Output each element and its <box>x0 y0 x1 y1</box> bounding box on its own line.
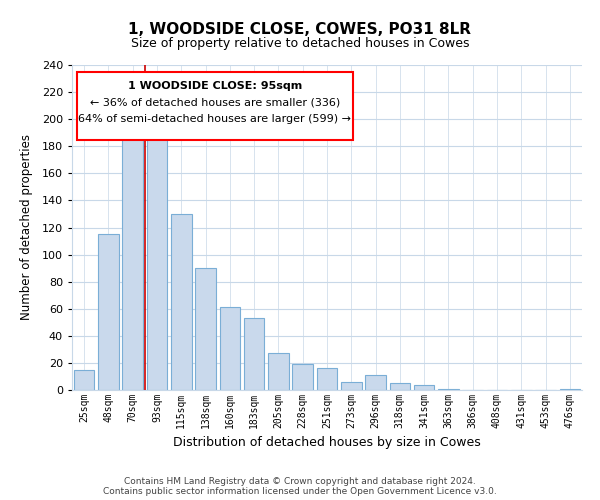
Bar <box>146 132 167 390</box>
Bar <box>171 214 191 390</box>
Bar <box>292 364 313 390</box>
Bar <box>195 268 216 390</box>
Text: ← 36% of detached houses are smaller (336): ← 36% of detached houses are smaller (33… <box>89 98 340 108</box>
Bar <box>341 382 362 390</box>
Bar <box>438 388 459 390</box>
Bar <box>389 383 410 390</box>
Bar <box>365 375 386 390</box>
Bar <box>74 370 94 390</box>
Bar <box>560 388 580 390</box>
FancyBboxPatch shape <box>77 72 353 140</box>
Text: Size of property relative to detached houses in Cowes: Size of property relative to detached ho… <box>131 38 469 51</box>
Text: Contains public sector information licensed under the Open Government Licence v3: Contains public sector information licen… <box>103 487 497 496</box>
Text: 1 WOODSIDE CLOSE: 95sqm: 1 WOODSIDE CLOSE: 95sqm <box>128 81 302 91</box>
Text: Contains HM Land Registry data © Crown copyright and database right 2024.: Contains HM Land Registry data © Crown c… <box>124 477 476 486</box>
Bar <box>414 384 434 390</box>
Bar <box>244 318 265 390</box>
Bar <box>98 234 119 390</box>
Bar <box>268 354 289 390</box>
Bar <box>220 308 240 390</box>
Bar <box>122 122 143 390</box>
Bar <box>317 368 337 390</box>
Text: 1, WOODSIDE CLOSE, COWES, PO31 8LR: 1, WOODSIDE CLOSE, COWES, PO31 8LR <box>128 22 472 38</box>
Text: 64% of semi-detached houses are larger (599) →: 64% of semi-detached houses are larger (… <box>79 114 352 124</box>
Y-axis label: Number of detached properties: Number of detached properties <box>20 134 34 320</box>
X-axis label: Distribution of detached houses by size in Cowes: Distribution of detached houses by size … <box>173 436 481 450</box>
